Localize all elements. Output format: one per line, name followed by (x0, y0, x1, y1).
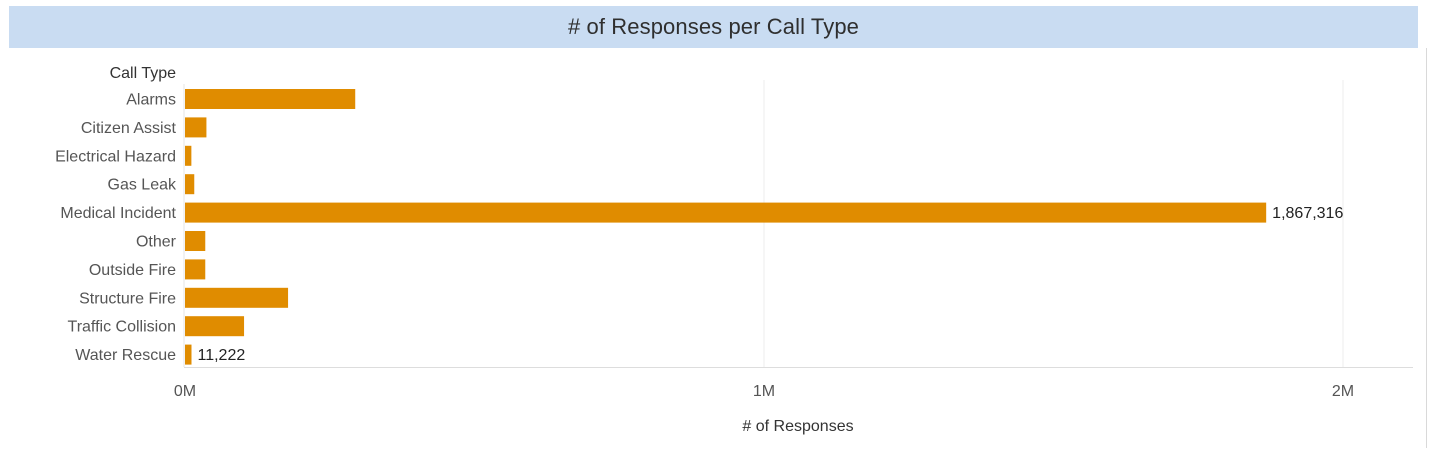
data-label: 11,222 (197, 347, 245, 364)
panel-border (1426, 48, 1427, 448)
category-label: Citizen Assist (81, 120, 177, 137)
bar (185, 287, 289, 308)
bar (185, 231, 206, 251)
x-tick-label: 0M (174, 383, 196, 400)
category-label: Medical Incident (60, 205, 176, 222)
bar (185, 316, 245, 337)
category-label: Electrical Hazard (55, 148, 176, 165)
category-label: Alarms (126, 92, 176, 109)
bar (185, 259, 206, 280)
chart-title-bar: # of Responses per Call Type (9, 6, 1418, 48)
bar (185, 344, 192, 365)
y-axis-title: Call Type (110, 65, 177, 82)
bar (185, 145, 192, 166)
category-label: Traffic Collision (68, 319, 176, 336)
x-tick-label: 2M (1332, 383, 1354, 400)
category-label: Other (136, 234, 177, 251)
category-label: Water Rescue (75, 347, 176, 364)
category-label: Gas Leak (108, 177, 177, 194)
chart-title: # of Responses per Call Type (567, 14, 859, 39)
category-label: Outside Fire (89, 262, 176, 279)
data-label: 1,867,316 (1272, 205, 1343, 222)
bar (185, 89, 356, 109)
bar (185, 117, 207, 138)
category-label: Structure Fire (79, 290, 176, 307)
x-axis-title: # of Responses (742, 418, 853, 435)
x-tick-label: 1M (753, 383, 775, 400)
bar (185, 174, 195, 195)
bar (185, 202, 1267, 223)
